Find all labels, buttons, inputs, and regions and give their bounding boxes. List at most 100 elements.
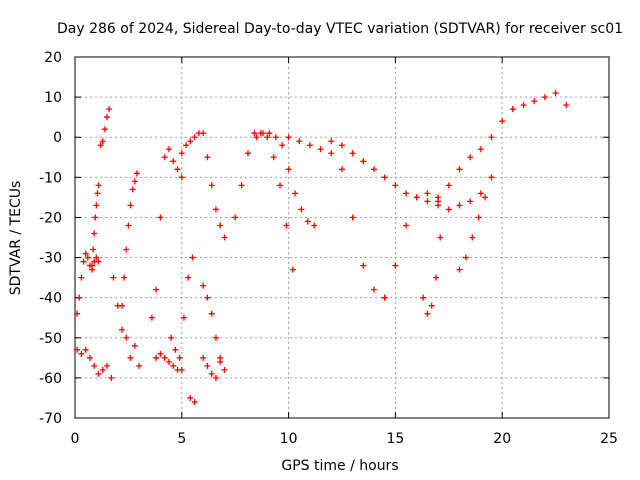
data-point <box>178 150 185 157</box>
data-point <box>360 262 367 269</box>
data-point <box>131 178 138 185</box>
y-tick-label: -20 <box>39 210 62 226</box>
data-point <box>552 90 559 97</box>
data-point <box>462 254 469 261</box>
data-point <box>118 326 125 333</box>
data-point <box>456 202 463 209</box>
data-point <box>437 234 444 241</box>
data-point <box>180 314 187 321</box>
data-point <box>93 202 100 209</box>
data-point <box>285 166 292 173</box>
data-point <box>165 146 172 153</box>
data-point <box>217 358 224 365</box>
data-point <box>424 198 431 205</box>
series-arc-m <box>187 394 198 405</box>
data-point <box>381 294 388 301</box>
data-point <box>477 146 484 153</box>
series-arc-f <box>118 170 140 309</box>
data-point <box>78 350 85 357</box>
data-point <box>82 346 89 353</box>
data-point <box>285 134 292 141</box>
data-point <box>90 246 97 253</box>
series-arc-i <box>168 254 196 361</box>
data-point <box>99 138 106 145</box>
data-point <box>123 246 130 253</box>
data-point <box>339 142 345 149</box>
data-point <box>328 150 335 157</box>
data-point <box>488 134 495 141</box>
data-point <box>289 266 296 273</box>
data-point <box>499 118 506 125</box>
series-arc-c <box>89 182 102 269</box>
data-point <box>371 166 378 173</box>
data-point <box>424 190 431 197</box>
data-point <box>95 258 102 265</box>
data-point <box>482 194 489 201</box>
series-arc-u <box>456 174 495 273</box>
axis-ticks: 0 5 10 15 20 25 20 10 0 -10 -20 -30 -40 -50 -60 -70 <box>39 50 618 447</box>
data-point <box>488 174 495 181</box>
data-point <box>279 142 286 149</box>
data-point <box>178 366 185 373</box>
plot-frame <box>74 56 610 419</box>
data-point <box>82 250 89 257</box>
data-point <box>133 170 140 177</box>
data-point <box>212 374 219 381</box>
data-point <box>91 362 98 369</box>
data-point <box>208 182 215 189</box>
data-point <box>86 354 93 361</box>
data-point <box>221 366 228 373</box>
data-point <box>270 154 277 161</box>
data-point <box>432 274 439 281</box>
data-point <box>403 222 410 229</box>
series-arc-b <box>74 346 115 381</box>
data-point <box>403 190 410 197</box>
data-point <box>153 286 160 293</box>
data-point <box>467 154 474 161</box>
data-point <box>311 222 318 229</box>
data-point <box>349 150 356 157</box>
data-point <box>189 254 196 261</box>
data-point <box>127 354 134 361</box>
data-point <box>178 174 185 181</box>
data-point <box>74 346 81 353</box>
data-point <box>392 262 399 269</box>
data-point <box>283 222 290 229</box>
y-tick-label: -70 <box>39 411 62 427</box>
data-point <box>80 258 87 265</box>
x-tick-label: 5 <box>177 431 186 447</box>
data-point <box>118 302 125 309</box>
data-point <box>84 254 91 261</box>
data-point <box>298 206 305 213</box>
data-point <box>212 206 219 213</box>
series-arc-o <box>253 130 318 229</box>
y-tick-label: -30 <box>39 251 62 267</box>
series-arc-g <box>148 146 185 321</box>
data-point <box>339 166 345 173</box>
series-arc-s <box>420 234 444 317</box>
data-point <box>204 362 211 369</box>
data-point <box>563 102 570 109</box>
data-point <box>76 294 83 301</box>
series-arc-n <box>232 130 296 273</box>
series-arc-t <box>435 106 516 201</box>
data-point <box>424 310 431 317</box>
data-point <box>123 334 130 341</box>
data-point <box>183 142 190 149</box>
data-point <box>97 142 104 149</box>
x-tick-label: 10 <box>280 431 298 447</box>
data-point <box>125 222 132 229</box>
data-point <box>106 106 113 113</box>
data-point <box>304 218 311 225</box>
data-point <box>200 130 207 137</box>
data-point <box>435 194 442 201</box>
series-arc-a <box>74 250 102 317</box>
data-point <box>204 154 211 161</box>
y-tick-label: -10 <box>39 170 62 186</box>
data-point <box>95 370 102 377</box>
grid-lines <box>75 57 609 418</box>
data-point <box>456 166 463 173</box>
data-point <box>277 182 284 189</box>
data-point <box>89 262 96 269</box>
data-point <box>104 114 111 121</box>
